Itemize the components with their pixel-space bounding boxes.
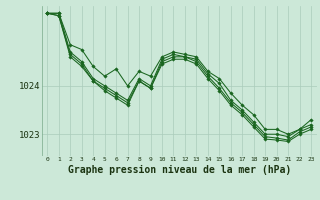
X-axis label: Graphe pression niveau de la mer (hPa): Graphe pression niveau de la mer (hPa) (68, 165, 291, 175)
